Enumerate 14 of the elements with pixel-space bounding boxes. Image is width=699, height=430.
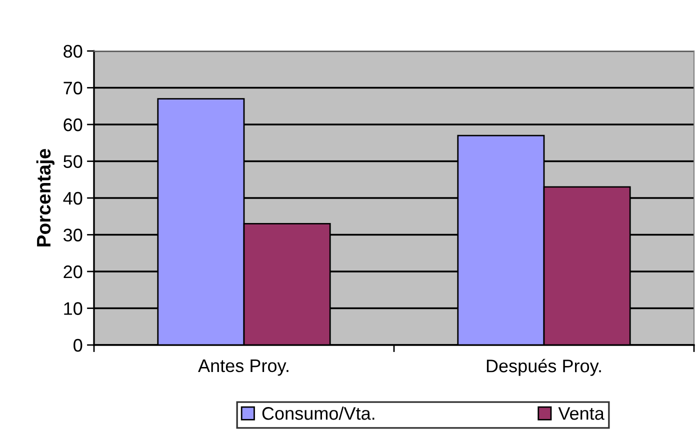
y-tick-label: 10 <box>64 302 82 315</box>
y-axis-title: Porcentaje <box>36 148 54 246</box>
y-tick-label: 40 <box>63 192 82 205</box>
y-tick-label: 30 <box>63 228 82 242</box>
y-tick-label: 60 <box>64 118 82 132</box>
x-tick-label: Antes Proy. <box>198 360 288 376</box>
y-tick-label: 20 <box>64 265 82 278</box>
y-tick-label: 50 <box>64 155 82 168</box>
y-tick-label: 80 <box>64 44 82 58</box>
y-tick-label: 0 <box>74 338 82 352</box>
legend-label: Venta <box>558 407 604 420</box>
y-tick-label: 70 <box>64 82 82 94</box>
x-tick-label: Después Proy. <box>486 358 601 376</box>
legend-label: Consumo/Vta. <box>262 406 374 420</box>
